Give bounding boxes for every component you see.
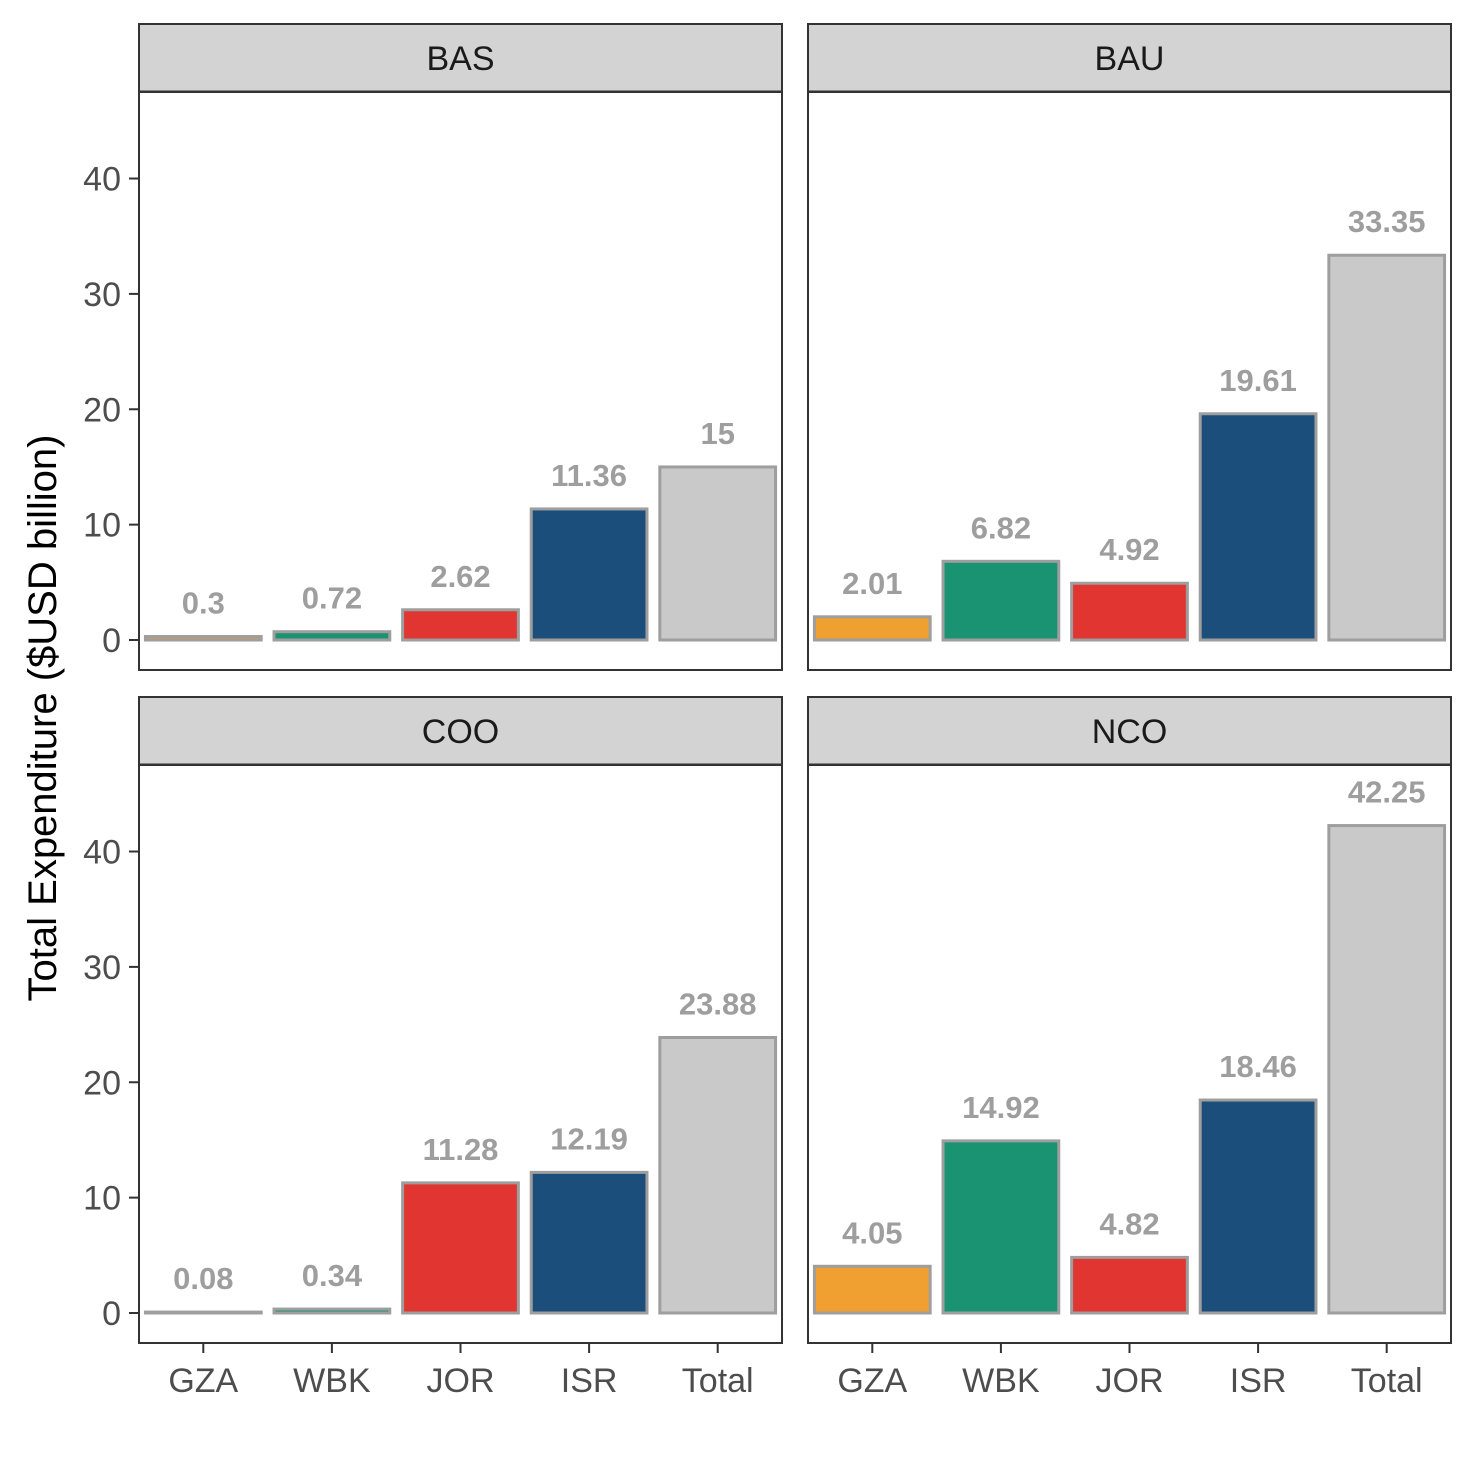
- strip-bau: [807, 23, 1452, 93]
- chart-panels: BAS 0 10 20 30 40 0.3 0.72 2.62 11.36 15 BAU 2.01 6.8…: [83, 23, 1452, 1400]
- data-label-nco-total: 42.25: [1348, 775, 1426, 810]
- strip-nco: [807, 696, 1452, 766]
- data-label-nco-gza: 4.05: [842, 1215, 902, 1250]
- bar-coo-wbk: [272, 1307, 392, 1315]
- bar-bau-gza: [812, 615, 932, 642]
- data-label-nco-wbk: 14.92: [962, 1090, 1040, 1125]
- strip-label-bas: BAS: [426, 40, 494, 78]
- bar-nco-wbk: [941, 1139, 1061, 1315]
- strip-label-coo: COO: [422, 713, 499, 751]
- panel-bau: BAU 2.01 6.82 4.92 19.61 33.35: [807, 23, 1452, 671]
- x-tick-label: GZA: [837, 1362, 907, 1400]
- strip-label-bau: BAU: [1095, 40, 1165, 78]
- strip-coo: [138, 696, 783, 766]
- y-tick-label: 0: [102, 1295, 121, 1333]
- strip-bas: [138, 23, 783, 93]
- data-label-bas-gza: 0.3: [182, 586, 225, 621]
- bar-bau-wbk: [941, 559, 1061, 642]
- y-axis-title: Total Expenditure ($USD billion): [21, 435, 65, 1002]
- bar-bau-isr: [1198, 412, 1318, 642]
- bar-bas-isr: [529, 507, 649, 642]
- data-label-nco-jor: 4.82: [1099, 1206, 1159, 1241]
- panel-bas: BAS 0 10 20 30 40 0.3 0.72 2.62 11.36 15: [83, 23, 783, 671]
- data-label-bau-jor: 4.92: [1099, 532, 1159, 567]
- bar-nco-gza: [812, 1264, 932, 1315]
- data-label-bas-total: 15: [700, 416, 734, 451]
- data-label-coo-total: 23.88: [679, 987, 757, 1022]
- data-label-coo-wbk: 0.34: [302, 1258, 363, 1293]
- bar-coo-total: [658, 1036, 778, 1315]
- bar-bas-wbk: [272, 630, 392, 642]
- bar-nco-total: [1327, 824, 1447, 1315]
- bar-bau-jor: [1070, 581, 1189, 642]
- data-label-bas-isr: 11.36: [551, 458, 627, 493]
- x-tick-label: Total: [682, 1362, 754, 1400]
- bar-nco-jor: [1070, 1255, 1189, 1315]
- y-tick-label: 10: [83, 507, 121, 545]
- bar-bau-total: [1327, 253, 1447, 642]
- y-tick-label: 20: [83, 391, 121, 429]
- strip-label-nco: NCO: [1092, 713, 1168, 751]
- data-label-coo-jor: 11.28: [423, 1132, 499, 1167]
- y-tick-label: 40: [83, 161, 121, 199]
- bar-coo-gza: [143, 1310, 263, 1315]
- x-tick-label: JOR: [427, 1362, 495, 1400]
- y-tick-label: 30: [83, 276, 121, 314]
- bar-bas-jor: [401, 608, 520, 642]
- panel-nco: NCO 4.05 14.92 4.82 18.46 42.25 GZA WBK JOR ISR To…: [807, 696, 1452, 1400]
- y-tick-label: 0: [102, 622, 121, 660]
- data-label-bas-jor: 2.62: [430, 559, 490, 594]
- x-tick-label: ISR: [1230, 1362, 1287, 1400]
- panel-coo: COO 0 10 20 30 40 0.08 0.34 11.28 12.19 23.88 GZA WB…: [83, 696, 783, 1400]
- data-label-bau-isr: 19.61: [1219, 363, 1297, 398]
- bar-coo-jor: [401, 1181, 520, 1315]
- x-tick-label: JOR: [1096, 1362, 1164, 1400]
- x-tick-label: WBK: [293, 1362, 371, 1400]
- y-tick-label: 20: [83, 1064, 121, 1102]
- bar-bas-gza: [143, 635, 263, 642]
- data-label-nco-isr: 18.46: [1219, 1049, 1297, 1084]
- data-label-coo-gza: 0.08: [173, 1261, 233, 1296]
- x-tick-label: GZA: [168, 1362, 238, 1400]
- y-tick-label: 10: [83, 1180, 121, 1218]
- bar-bas-total: [658, 465, 778, 642]
- y-tick-label: 30: [83, 949, 121, 987]
- x-tick-label: WBK: [962, 1362, 1040, 1400]
- data-label-bau-total: 33.35: [1348, 204, 1426, 239]
- y-tick-label: 40: [83, 834, 121, 872]
- x-tick-label: ISR: [561, 1362, 618, 1400]
- data-label-bau-wbk: 6.82: [971, 510, 1031, 545]
- data-label-bas-wbk: 0.72: [302, 581, 362, 616]
- data-label-bau-gza: 2.01: [842, 566, 902, 601]
- x-tick-label: Total: [1351, 1362, 1423, 1400]
- bar-nco-isr: [1198, 1098, 1318, 1315]
- bar-coo-isr: [529, 1170, 649, 1315]
- data-label-coo-isr: 12.19: [550, 1121, 628, 1156]
